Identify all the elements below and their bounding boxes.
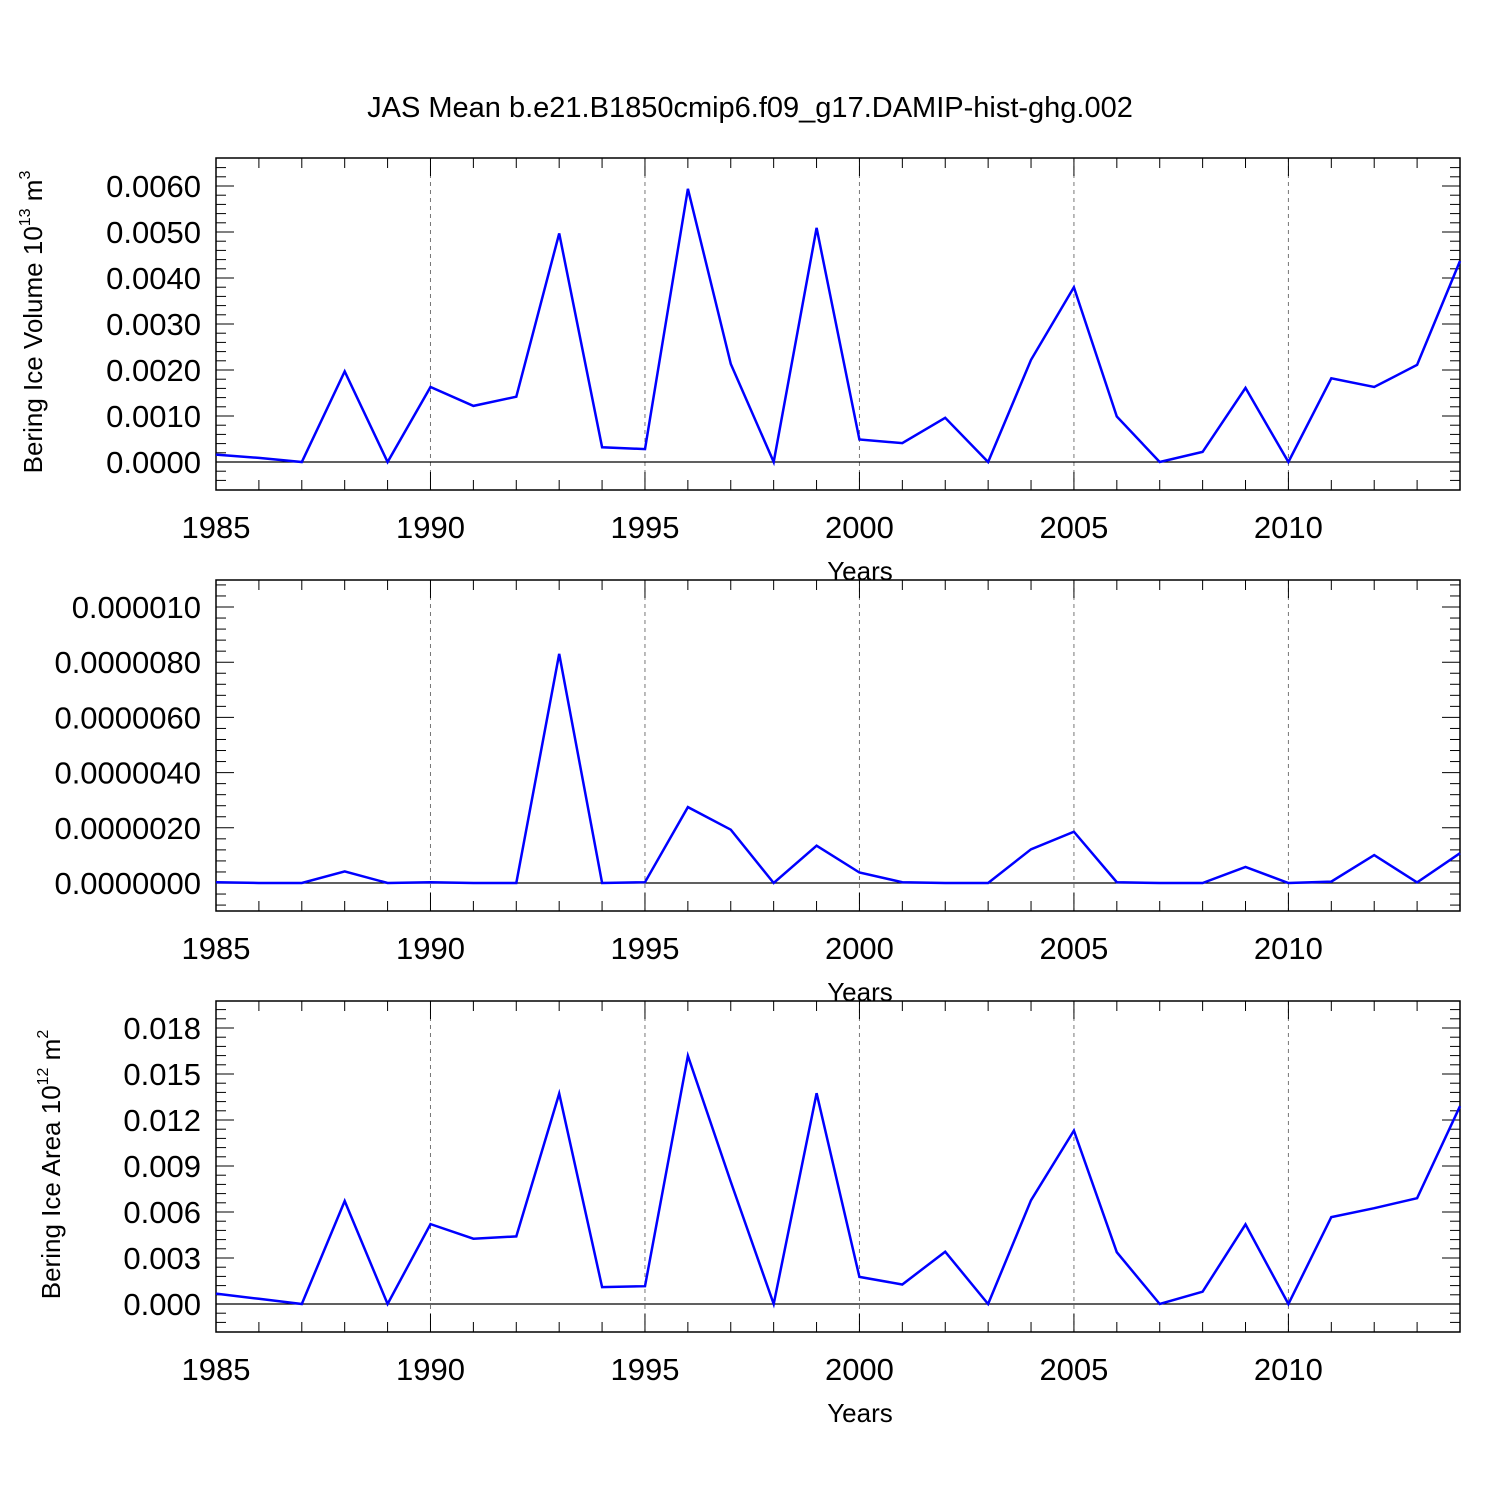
y-tick-label: 0.0040: [106, 261, 201, 296]
x-tick-label: 1990: [396, 510, 465, 545]
y-tick-label: 0.0060: [106, 169, 201, 204]
x-tick-label: 1985: [182, 1352, 251, 1387]
y-tick-label: 0.003: [123, 1241, 201, 1276]
y-axis-label: Bering Ice Area 1012 m2: [35, 1030, 66, 1300]
x-tick-label: 1995: [610, 510, 679, 545]
panel-middle: 0.0000000 0.0000020 0.0000040 0.0000060 0.00…: [54, 579, 1461, 1007]
y-tick-label: 0.0000000: [54, 866, 201, 901]
figure-title: JAS Mean b.e21.B1850cmip6.f09_g17.DAMIP-…: [367, 92, 1133, 124]
x-tick-label: 2000: [825, 1352, 894, 1387]
series-line: [215, 653, 1461, 885]
y-tick-label: 0.000010: [72, 590, 201, 625]
y-tick-label: 0.0050: [106, 215, 201, 250]
x-tick-label: 1990: [396, 1352, 465, 1387]
y-tick-label: 0.006: [123, 1195, 201, 1230]
y-tick-label: 0.0000060: [54, 700, 201, 735]
y-tick-label: 0.0000040: [54, 756, 201, 791]
series-line: [215, 188, 1462, 467]
y-tick-label: 0.018: [123, 1011, 201, 1046]
x-tick-label: 2010: [1254, 1352, 1323, 1387]
y-tick-label: 0.0020: [106, 353, 201, 388]
plot-frame: [215, 1000, 1461, 1333]
x-tick-label: 1995: [610, 931, 679, 966]
x-tick-label: 2000: [825, 931, 894, 966]
x-tick-label: 2005: [1039, 510, 1108, 545]
x-tick-label: 1990: [396, 931, 465, 966]
y-tick-label: 0.009: [123, 1149, 201, 1184]
y-tick-label: 0.0010: [106, 399, 201, 434]
panel-ice-volume: 0.0000 0.0010 0.0020 0.0030 0.0040 0.0050 0.00…: [17, 157, 1462, 586]
x-tick-label: 1985: [182, 931, 251, 966]
y-tick-label: 0.0000: [106, 445, 201, 480]
x-axis-label: Years: [827, 1398, 893, 1428]
y-tick-label: 0.000: [123, 1287, 201, 1322]
y-tick-label: 0.0000020: [54, 811, 201, 846]
x-tick-label: 1985: [182, 510, 251, 545]
y-tick-label: 0.0000080: [54, 645, 201, 680]
x-tick-label: 2005: [1039, 1352, 1108, 1387]
x-tick-label: 2010: [1254, 931, 1323, 966]
y-axis-label: Bering Ice Volume 1013 m3: [17, 171, 48, 474]
y-tick-label: 0.012: [123, 1103, 201, 1138]
x-tick-label: 1995: [610, 1352, 679, 1387]
series-line: [215, 1050, 1462, 1309]
x-tick-label: 2005: [1039, 931, 1108, 966]
x-tick-label: 2010: [1254, 510, 1323, 545]
x-axis-label: Years: [827, 977, 893, 1007]
panel-ice-area: 0.000 0.003 0.006 0.009 0.012 0.015 0.018 1985 1…: [35, 1000, 1462, 1428]
y-tick-label: 0.0030: [106, 307, 201, 342]
plot-frame: [215, 157, 1461, 491]
x-axis-label: Years: [827, 556, 893, 586]
plot-frame: [215, 579, 1461, 912]
y-tick-label: 0.015: [123, 1057, 201, 1092]
x-tick-label: 2000: [825, 510, 894, 545]
